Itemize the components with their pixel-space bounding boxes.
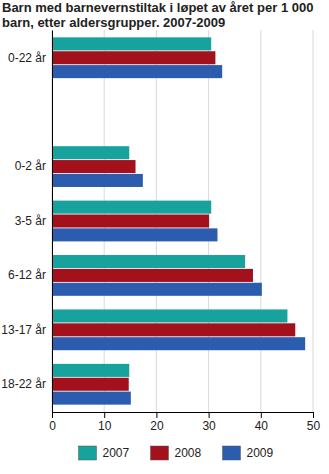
tick-label: 10 [98,419,112,433]
bar [52,174,143,187]
tick-mark [261,412,262,418]
tick-label: 20 [150,419,164,433]
bar [52,309,287,322]
bar [52,255,245,268]
tick-label: 0 [49,419,56,433]
legend-swatch [223,446,241,460]
legend-swatch [79,446,97,460]
tick: 0-22 år [8,51,46,65]
tick-label: 0-2 år [15,159,46,173]
bar [52,228,217,241]
tick-label: 6-12 år [8,268,46,282]
bar [52,51,215,64]
legend-swatch [151,446,169,460]
bar [52,65,222,78]
bar [52,283,262,296]
legend-label: 2009 [247,446,274,460]
bars [52,37,305,404]
bar [52,364,129,377]
tick-label: 18-22 år [1,377,46,391]
tick: 0-2 år [15,159,46,173]
tick-label: 3-5 år [15,214,46,228]
grid-line [260,30,261,412]
bar [52,378,129,391]
legend-item: 2009 [223,446,274,460]
chart: Barn med barnevernstiltak i løpet av åre… [0,0,329,474]
tick-mark [209,412,210,418]
bar [52,160,136,173]
legend-item: 2008 [151,446,202,460]
tick: 10 [98,412,112,433]
title: Barn med barnevernstiltak i løpet av åre… [2,0,313,30]
legend-item: 2007 [79,446,130,460]
tick-mark [313,412,314,418]
bar [52,214,209,227]
plot: 0 10 20 30 40 50 0-22 år 0-2 år 3-5 år 6-12 år 13-… [1,30,320,433]
series [52,65,305,405]
grid-line [313,30,314,412]
tick: 20 [150,412,164,433]
bar [52,269,253,282]
tick: 50 [307,412,321,433]
bar [52,323,295,336]
grid [52,30,313,412]
axis-line [52,31,53,413]
tick-mark [52,412,53,418]
bar [52,392,131,405]
tick-mark [156,412,157,418]
bar [52,37,211,50]
tick-label: 0-22 år [8,51,46,65]
bar [52,337,305,350]
tick: 0 [49,412,56,433]
x-axis: 0 10 20 30 40 50 [49,412,320,433]
bar [52,201,211,214]
tick: 3-5 år [15,214,46,228]
bar [52,146,129,159]
tick-mark [104,412,105,418]
tick: 40 [255,412,269,433]
tick: 18-22 år [1,377,46,391]
tick-label: 13-17 år [1,323,46,337]
tick: 13-17 år [1,323,46,337]
tick-label: 50 [307,419,321,433]
legend-label: 2008 [175,446,202,460]
tick: 6-12 år [8,268,46,282]
axis-line [53,412,314,413]
tick: 30 [202,412,216,433]
legend-label: 2007 [103,446,130,460]
legend: 2007 2008 2009 [79,446,274,460]
tick-label: 40 [255,419,269,433]
y-axis: 0-22 år 0-2 år 3-5 år 6-12 år 13-17 år 18-22 … [1,31,52,413]
grid-line [52,30,53,412]
tick-label: 30 [202,419,216,433]
